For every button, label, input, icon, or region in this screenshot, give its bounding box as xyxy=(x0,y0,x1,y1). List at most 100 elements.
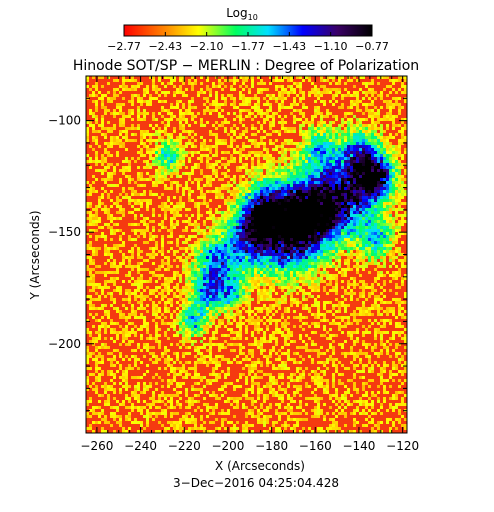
heatmap-cell xyxy=(218,187,221,190)
heatmap-cell xyxy=(149,247,152,250)
heatmap-cell xyxy=(296,229,299,232)
heatmap-cell xyxy=(257,271,260,274)
heatmap-cell xyxy=(167,196,170,199)
heatmap-cell xyxy=(377,178,380,181)
heatmap-cell xyxy=(296,172,299,175)
heatmap-cell xyxy=(320,193,323,196)
heatmap-cell xyxy=(380,220,383,223)
heatmap-cell xyxy=(398,220,401,223)
heatmap-cell xyxy=(176,100,179,103)
heatmap-cell xyxy=(158,172,161,175)
heatmap-cell xyxy=(314,220,317,223)
heatmap-cell xyxy=(227,244,230,247)
heatmap-cell xyxy=(254,244,257,247)
heatmap-cell xyxy=(326,205,329,208)
heatmap-cell xyxy=(167,250,170,253)
heatmap-cell xyxy=(374,133,377,136)
heatmap-cell xyxy=(224,220,227,223)
heatmap-cell xyxy=(371,244,374,247)
heatmap-cell xyxy=(341,154,344,157)
heatmap-cell xyxy=(305,244,308,247)
heatmap-cell xyxy=(293,187,296,190)
heatmap-cell xyxy=(215,187,218,190)
heatmap-cell xyxy=(269,202,272,205)
heatmap-cell xyxy=(269,262,272,265)
heatmap-cell xyxy=(341,175,344,178)
heatmap-cell xyxy=(248,205,251,208)
heatmap-cell xyxy=(386,229,389,232)
heatmap-cell xyxy=(401,232,404,235)
heatmap-cell xyxy=(128,139,131,142)
heatmap-cell xyxy=(167,109,170,112)
heatmap-cell xyxy=(275,232,278,235)
heatmap-cell xyxy=(248,274,251,277)
heatmap-cell xyxy=(185,250,188,253)
heatmap-cell xyxy=(227,187,230,190)
heatmap-cell xyxy=(344,154,347,157)
heatmap-cell xyxy=(329,133,332,136)
heatmap-cell xyxy=(353,91,356,94)
heatmap-cell xyxy=(368,181,371,184)
heatmap-cell xyxy=(302,79,305,82)
heatmap-cell xyxy=(395,175,398,178)
heatmap-cell xyxy=(317,202,320,205)
heatmap-cell xyxy=(290,244,293,247)
heatmap-cell xyxy=(200,190,203,193)
heatmap-cell xyxy=(329,187,332,190)
heatmap-cell xyxy=(338,139,341,142)
heatmap-cell xyxy=(224,283,227,286)
heatmap-cell xyxy=(218,268,221,271)
heatmap-cell xyxy=(299,247,302,250)
heatmap-cell xyxy=(86,160,89,163)
heatmap-cell xyxy=(398,229,401,232)
heatmap-cell xyxy=(113,184,116,187)
heatmap-cell xyxy=(290,268,293,271)
heatmap-cell xyxy=(311,118,314,121)
heatmap-cell xyxy=(203,238,206,241)
heatmap-cell xyxy=(347,79,350,82)
heatmap-cell xyxy=(332,262,335,265)
heatmap-cell xyxy=(287,196,290,199)
heatmap-cell xyxy=(107,217,110,220)
heatmap-cell xyxy=(161,223,164,226)
heatmap-cell xyxy=(167,76,170,79)
heatmap-cell xyxy=(152,88,155,91)
heatmap-cell xyxy=(200,256,203,259)
heatmap-cell xyxy=(254,199,257,202)
heatmap-cell xyxy=(230,94,233,97)
heatmap-cell xyxy=(245,178,248,181)
heatmap-cell xyxy=(383,187,386,190)
heatmap-cell xyxy=(110,217,113,220)
heatmap-cell xyxy=(209,163,212,166)
heatmap-cell xyxy=(314,127,317,130)
heatmap-cell xyxy=(308,127,311,130)
heatmap-cell xyxy=(344,253,347,256)
heatmap-cell xyxy=(338,187,341,190)
heatmap-cell xyxy=(155,169,158,172)
heatmap-cell xyxy=(380,187,383,190)
heatmap-cell xyxy=(335,82,338,85)
heatmap-cell xyxy=(140,172,143,175)
heatmap-cell xyxy=(356,121,359,124)
heatmap-cell xyxy=(173,274,176,277)
heatmap-cell xyxy=(101,169,104,172)
heatmap-cell xyxy=(389,106,392,109)
heatmap-cell xyxy=(332,103,335,106)
heatmap-cell xyxy=(386,76,389,79)
heatmap-cell xyxy=(215,121,218,124)
heatmap-cell xyxy=(281,193,284,196)
heatmap-cell xyxy=(176,103,179,106)
heatmap-cell xyxy=(215,223,218,226)
heatmap-cell xyxy=(353,157,356,160)
heatmap-cell xyxy=(401,136,404,139)
heatmap-cell xyxy=(95,136,98,139)
heatmap-cell xyxy=(224,166,227,169)
heatmap-cell xyxy=(347,229,350,232)
heatmap-cell xyxy=(245,181,248,184)
heatmap-cell xyxy=(92,262,95,265)
heatmap-cell xyxy=(266,208,269,211)
heatmap-cell xyxy=(191,229,194,232)
heatmap-cell xyxy=(368,211,371,214)
heatmap-cell xyxy=(341,136,344,139)
heatmap-cell xyxy=(365,157,368,160)
